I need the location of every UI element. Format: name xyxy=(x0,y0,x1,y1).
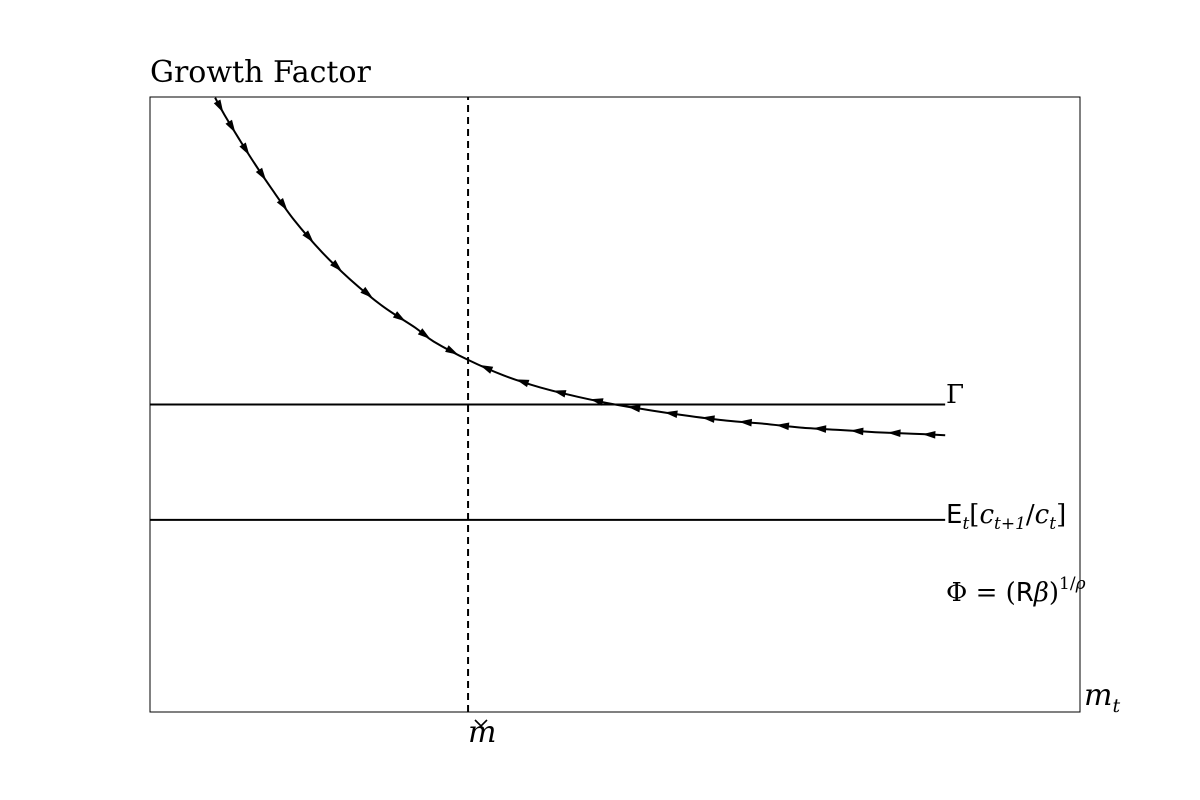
curve-arrow xyxy=(392,311,406,322)
curve-arrow xyxy=(627,404,641,413)
svg-text:m: m xyxy=(468,715,496,750)
curve-arrow xyxy=(360,286,373,299)
curve-arrows xyxy=(213,99,936,439)
svg-text:mt: mt xyxy=(1084,678,1120,717)
mcheck-label: m xyxy=(468,715,496,750)
curve-arrow xyxy=(515,379,530,388)
curve-arrow xyxy=(239,142,250,156)
x-axis-label: mt xyxy=(1084,678,1120,717)
gamma-label: Γ xyxy=(946,380,964,410)
curve-arrow xyxy=(775,422,790,431)
svg-text:Et[ct+1/ct]: Et[ct+1/ct] xyxy=(946,500,1066,534)
curve-arrow xyxy=(813,425,827,433)
svg-text:Φ = (Rβ)1/ρ: Φ = (Rβ)1/ρ xyxy=(946,574,1086,608)
curve-arrow xyxy=(887,429,901,437)
curve-arrow xyxy=(664,410,678,418)
curve-arrow xyxy=(738,418,752,427)
curve-arrow xyxy=(479,365,494,374)
curve-arrow xyxy=(213,99,224,113)
svg-text:Γ: Γ xyxy=(946,380,964,410)
chart-title: Growth Factor xyxy=(150,55,372,90)
curve-arrow xyxy=(225,119,236,133)
curve-arrow xyxy=(701,415,715,423)
curve-arrow xyxy=(302,230,314,243)
curve-arrow xyxy=(850,427,864,436)
curve-arrow xyxy=(276,198,288,211)
curve-arrow xyxy=(330,259,343,272)
expected-growth-label: Et[ct+1/ct] xyxy=(946,500,1066,534)
series-expected-growth-curve xyxy=(214,97,946,437)
curve-arrow xyxy=(552,390,567,398)
curve-arrow xyxy=(255,167,267,181)
curve-arrow xyxy=(417,328,431,340)
phi-label: Φ = (Rβ)1/ρ xyxy=(946,574,1086,608)
curve-arrow xyxy=(590,398,604,406)
curve-arrow xyxy=(445,345,459,355)
curve-arrow xyxy=(922,431,936,439)
